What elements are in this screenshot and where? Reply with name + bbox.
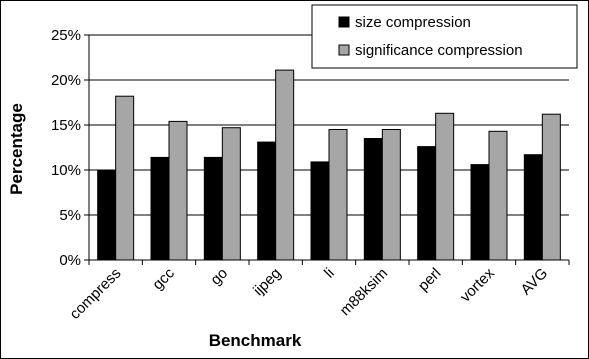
y-axis-title: Percentage bbox=[7, 103, 26, 195]
legend-box bbox=[311, 4, 578, 69]
bar-ijpeg-significance-compression bbox=[275, 69, 295, 261]
x-axis-title: Benchmark bbox=[209, 331, 302, 350]
y-tick-label: 25% bbox=[51, 27, 81, 44]
bar-vortex-significance-compression bbox=[488, 130, 508, 261]
bar-li-significance-compression bbox=[328, 129, 348, 261]
bar-go-size-compression bbox=[203, 156, 223, 261]
bar-ijpeg-size-compression bbox=[257, 141, 277, 261]
y-tick-labels: 0% 5% 10% 15% 20% 25% bbox=[51, 27, 81, 269]
bar-compress-size-compression bbox=[97, 169, 117, 261]
x-tick-label-AVG: AVG bbox=[518, 265, 552, 299]
bar-li-size-compression bbox=[310, 161, 330, 261]
bar-perl-significance-compression bbox=[435, 112, 455, 261]
legend: size compression significance compressio… bbox=[311, 4, 578, 69]
legend-swatch-size-compression bbox=[338, 16, 350, 28]
bar-AVG-size-compression bbox=[523, 154, 543, 261]
x-tick-label-compress: compress bbox=[66, 265, 124, 323]
y-tick-label: 10% bbox=[51, 162, 81, 179]
bar-gcc-size-compression bbox=[150, 156, 170, 261]
axes bbox=[88, 35, 570, 265]
y-tick-label: 20% bbox=[51, 72, 81, 89]
bar-perl-size-compression bbox=[417, 146, 437, 261]
x-tick-label-go: go bbox=[207, 265, 231, 289]
x-tick-label-gcc: gcc bbox=[149, 264, 178, 293]
bar-vortex-size-compression bbox=[470, 164, 490, 261]
bars bbox=[97, 69, 561, 261]
bar-gcc-significance-compression bbox=[168, 120, 188, 261]
legend-swatch-significance-compression bbox=[338, 44, 350, 56]
bar-m88ksim-size-compression bbox=[363, 138, 383, 261]
x-tick-label-li: li bbox=[321, 265, 338, 282]
x-tick-label-vortex: vortex bbox=[457, 264, 498, 305]
x-tick-label-ijpeg: ijpeg bbox=[250, 265, 284, 299]
x-tick-label-m88ksim: m88ksim bbox=[337, 265, 391, 319]
legend-label-significance-compression: significance compression bbox=[355, 42, 523, 59]
legend-label-size-compression: size compression bbox=[355, 14, 471, 31]
bar-go-significance-compression bbox=[221, 127, 241, 261]
y-tick-label: 5% bbox=[59, 207, 81, 224]
bar-compress-significance-compression bbox=[115, 95, 135, 261]
bar-m88ksim-significance-compression bbox=[381, 129, 401, 261]
bar-AVG-significance-compression bbox=[541, 113, 561, 261]
x-tick-label-perl: perl bbox=[415, 265, 445, 295]
y-tick-label: 0% bbox=[59, 252, 81, 269]
y-tick-label: 15% bbox=[51, 117, 81, 134]
